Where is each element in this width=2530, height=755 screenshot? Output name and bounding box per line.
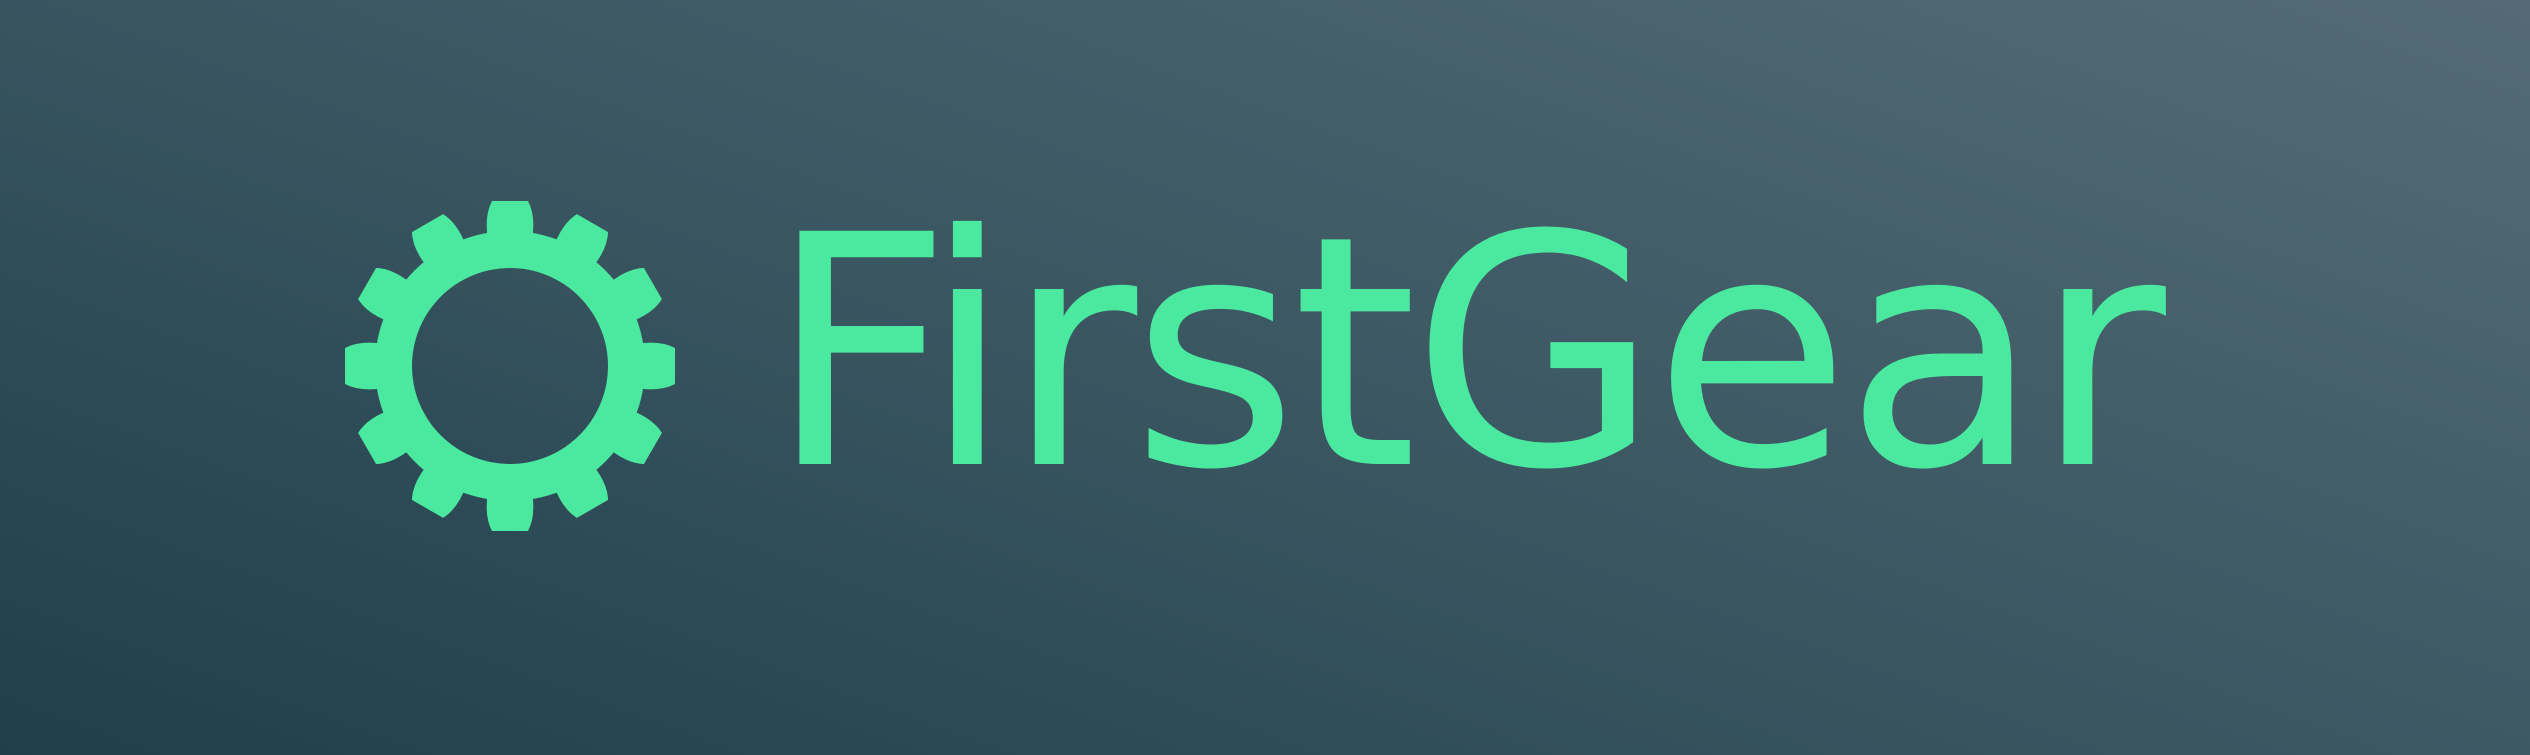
brand-name-text: FirstGear <box>768 168 2166 540</box>
gear-icon <box>345 201 675 531</box>
gear-tooth <box>345 342 384 390</box>
gear-tooth <box>411 214 467 268</box>
gear-tooth <box>608 267 662 323</box>
gear-tooth <box>553 214 609 268</box>
gear-tooth <box>608 409 662 465</box>
gear-tooth <box>486 492 534 531</box>
gear-tooth <box>358 267 412 323</box>
gear-tooth <box>553 464 609 518</box>
gear-tooth <box>411 464 467 518</box>
gear-tooth <box>636 342 675 390</box>
gear-tooth <box>486 201 534 240</box>
gear-tooth <box>358 409 412 465</box>
brand-name: FirstGear <box>768 194 2166 514</box>
